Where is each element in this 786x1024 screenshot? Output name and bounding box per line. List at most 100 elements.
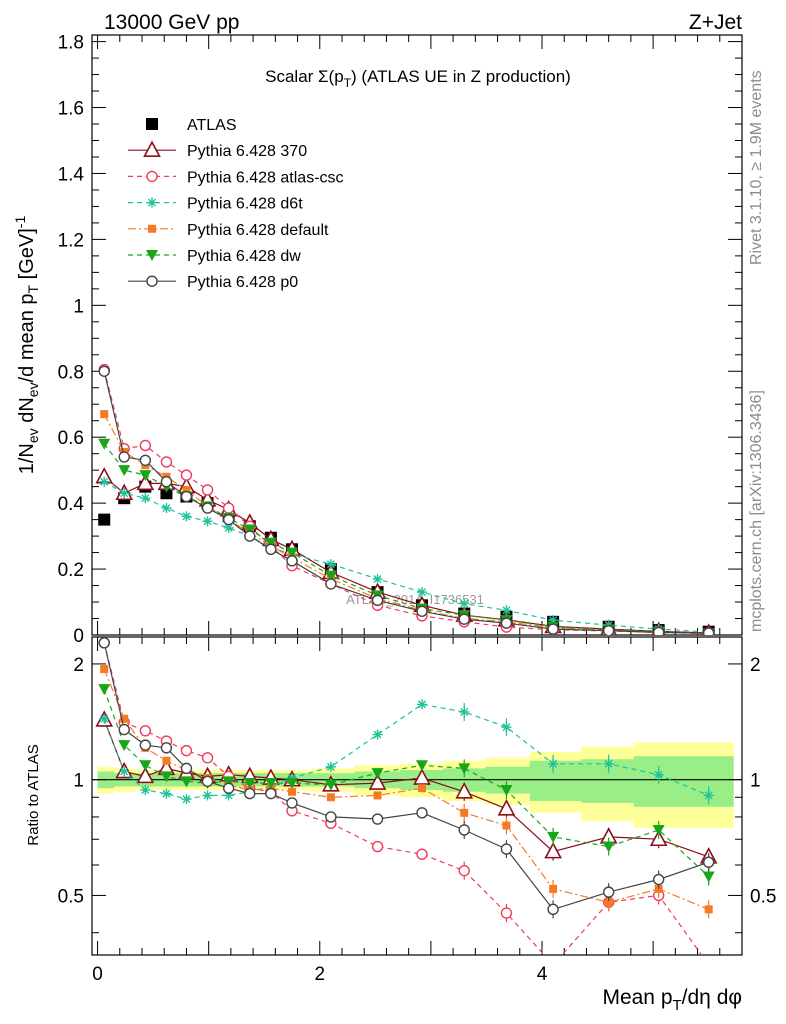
header-left: 13000 GeV pp bbox=[104, 11, 239, 34]
star-stroke bbox=[502, 723, 511, 732]
ratio-point-atlascsc bbox=[416, 848, 428, 860]
ratio-point-p370 bbox=[368, 773, 387, 790]
y-tick-label: 1.8 bbox=[58, 33, 84, 54]
ratio-plot-frame bbox=[91, 636, 743, 956]
ratio-point-d6t bbox=[653, 769, 664, 780]
ratio-point-atlascsc bbox=[201, 752, 214, 764]
point-p0 bbox=[416, 605, 428, 617]
ratio-point-d6t bbox=[372, 729, 383, 740]
ratio-point-p0 bbox=[222, 782, 235, 794]
point-d6t bbox=[119, 488, 130, 499]
point-dw bbox=[324, 570, 337, 582]
ratio-point-dw bbox=[547, 831, 560, 843]
ratio-point-p0 bbox=[118, 723, 130, 736]
point-dw bbox=[286, 547, 298, 559]
ratio-point-p0 bbox=[458, 824, 470, 836]
series-layer bbox=[95, 363, 718, 970]
point-data bbox=[160, 487, 173, 500]
point-p0 bbox=[139, 454, 152, 466]
star-stroke bbox=[460, 599, 469, 608]
star-stroke bbox=[162, 789, 171, 798]
ratio-point-p370 bbox=[136, 766, 155, 784]
ratio-point-dw bbox=[652, 824, 665, 836]
star-stroke bbox=[182, 795, 191, 804]
legend-marker-d6t bbox=[147, 197, 157, 208]
x-axis-label-part1: Mean p bbox=[602, 986, 672, 1009]
ratio-point-p0 bbox=[602, 886, 615, 898]
series-data bbox=[98, 480, 715, 635]
legend-item-p370: Pythia 6.428 370 bbox=[128, 140, 307, 160]
legend-label-data: ATLAS bbox=[187, 117, 237, 134]
star-stroke bbox=[326, 560, 335, 569]
point-p0 bbox=[180, 490, 193, 503]
point-p0 bbox=[160, 476, 173, 488]
ratio-point-dw bbox=[160, 771, 173, 783]
ratio-y-axis-label: Ratio to ATLAS bbox=[25, 744, 42, 845]
star-stroke bbox=[100, 714, 109, 723]
ratio-point-p0 bbox=[160, 742, 173, 754]
ratio-point-default bbox=[288, 787, 296, 796]
ratio-point-atlascsc bbox=[458, 864, 470, 877]
point-atlascsc bbox=[201, 484, 214, 496]
y-axis-label: 1/Nev dNev/d mean pT [GeV]-1 bbox=[12, 216, 41, 475]
point-p0 bbox=[201, 502, 214, 514]
ratio-point-d6t bbox=[703, 790, 714, 801]
ratio-point-p0 bbox=[244, 787, 256, 800]
y-axis-label-sub3: T bbox=[25, 284, 41, 293]
star-stroke bbox=[418, 588, 426, 597]
star-stroke bbox=[203, 517, 212, 526]
y-tick-label: 1.2 bbox=[58, 230, 84, 251]
legend-item-default: Pythia 6.428 default bbox=[128, 222, 329, 239]
x-tick-label: 4 bbox=[537, 964, 548, 985]
ratio-point-atlascsc bbox=[371, 840, 384, 853]
star-stroke bbox=[141, 786, 150, 795]
ratio-point-dw bbox=[286, 778, 298, 790]
y-tick-label: 0 bbox=[73, 626, 84, 647]
legend-label-default: Pythia 6.428 default bbox=[187, 222, 329, 239]
point-data bbox=[98, 513, 111, 526]
ratio-point-p0 bbox=[98, 637, 110, 649]
x-tick-label: 0 bbox=[92, 964, 103, 985]
y-axis-label-sup: -1 bbox=[12, 216, 28, 229]
ratio-point-p0 bbox=[371, 813, 384, 825]
ratio-point-p0 bbox=[500, 843, 513, 855]
y-axis-label-part2: dN bbox=[16, 397, 38, 428]
ratio-point-dw bbox=[324, 779, 337, 791]
ratio-point-atlascsc bbox=[180, 744, 193, 757]
ratio-point-d6t bbox=[501, 722, 512, 733]
ratio-point-atlascsc bbox=[704, 960, 714, 970]
ratio-point-p0 bbox=[702, 856, 715, 868]
series-line-d6t bbox=[103, 481, 709, 633]
legend-item-p0: Pythia 6.428 p0 bbox=[128, 274, 298, 291]
star-stroke bbox=[373, 574, 382, 583]
chart-title-sub: T bbox=[344, 76, 352, 90]
star-stroke bbox=[502, 606, 511, 615]
ratio-point-default bbox=[604, 898, 613, 907]
ratio-point-default bbox=[502, 821, 511, 830]
ratio-point-dw bbox=[500, 785, 513, 797]
point-d6t bbox=[202, 516, 213, 527]
ratio-point-dw bbox=[118, 740, 131, 752]
point-d6t bbox=[459, 598, 470, 609]
star-stroke bbox=[604, 759, 613, 768]
point-p0 bbox=[325, 578, 337, 590]
point-atlascsc bbox=[222, 502, 235, 514]
point-atlascsc bbox=[139, 439, 152, 452]
legend-label-d6t: Pythia 6.428 d6t bbox=[187, 196, 303, 213]
ratio-point-dw bbox=[416, 760, 428, 772]
ratio-point-default bbox=[162, 756, 171, 765]
legend-label-atlascsc: Pythia 6.428 atlas-csc bbox=[187, 169, 344, 186]
legend-label-p0: Pythia 6.428 p0 bbox=[187, 274, 298, 291]
y-axis-label-part3: /d mean p bbox=[16, 293, 38, 382]
point-p0 bbox=[602, 625, 615, 635]
star-stroke bbox=[162, 504, 171, 513]
star-stroke bbox=[182, 512, 191, 521]
ratio-point-d6t bbox=[459, 706, 470, 717]
side-label-rivet: Rivet 3.1.10, ≥ 1.9M events bbox=[748, 70, 765, 265]
series-dw bbox=[98, 438, 715, 635]
ratio-point-dw bbox=[98, 684, 111, 696]
ratio-y-tick-label: 1 bbox=[73, 771, 84, 792]
ratio-point-default bbox=[704, 905, 713, 914]
chart-title: Scalar Σ(pT) (ATLAS UE in Z production) bbox=[265, 67, 571, 90]
legend-item-d6t: Pythia 6.428 d6t bbox=[128, 196, 303, 213]
